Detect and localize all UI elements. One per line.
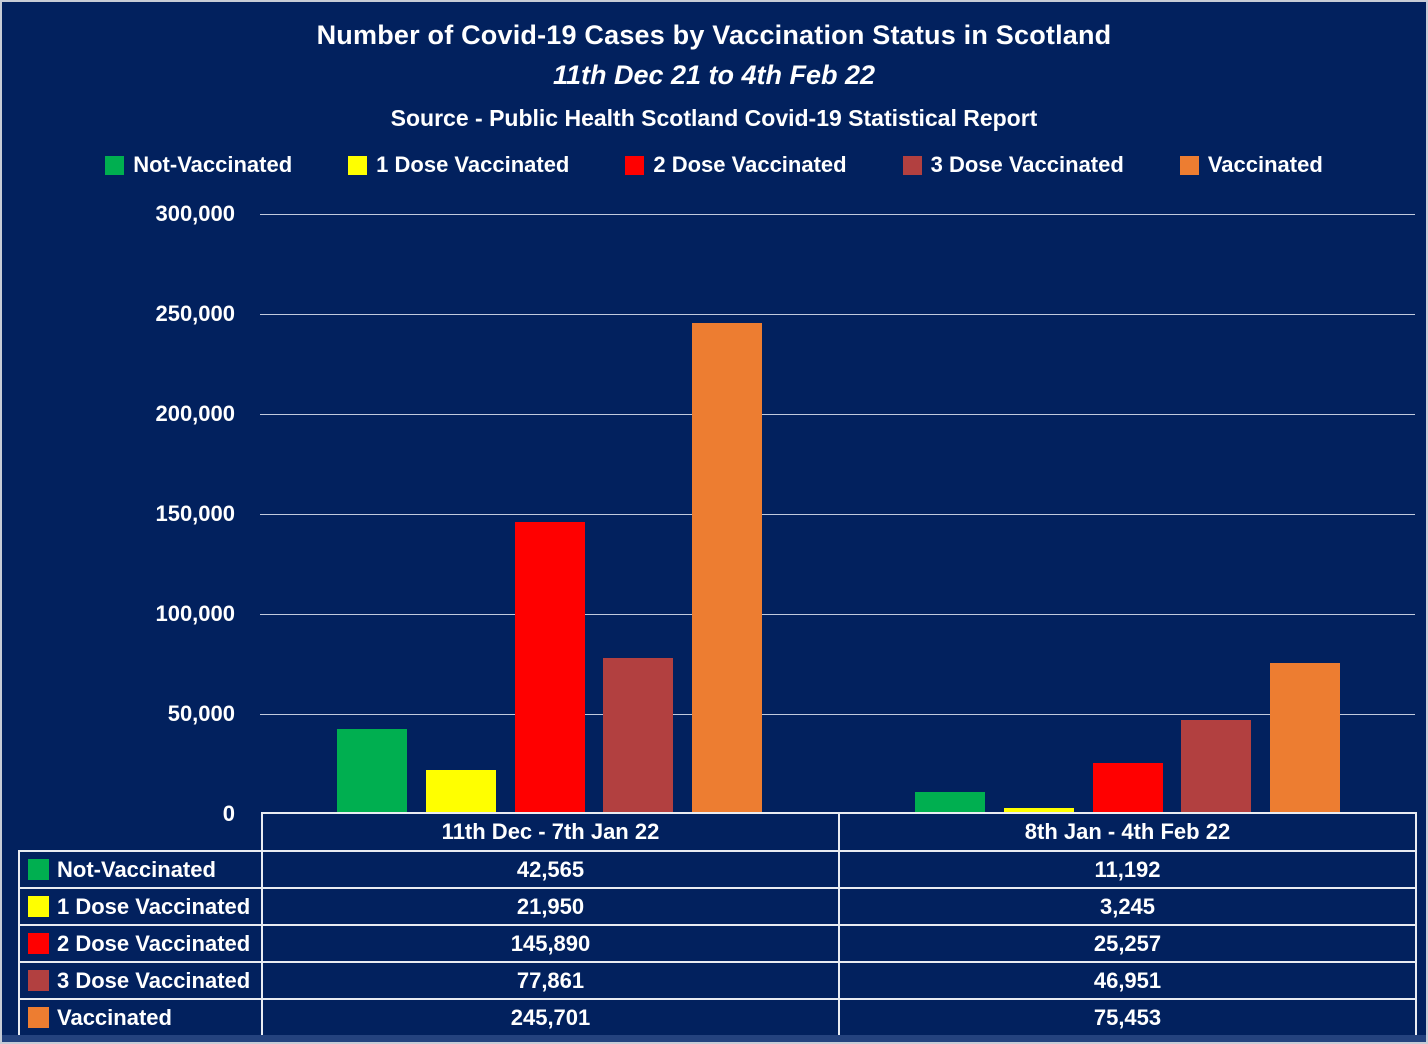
row-label: 2 Dose Vaccinated (20, 931, 261, 957)
table-row-not-vaccinated: Not-Vaccinated 42,565 11,192 (18, 850, 1417, 889)
table-header-period-1: 11th Dec - 7th Jan 22 (261, 812, 840, 852)
bar-2-dose-period-1 (514, 522, 585, 814)
plot-area (260, 214, 1415, 814)
legend-swatch-vaccinated-icon (1179, 155, 1199, 175)
table-cell: 21,950 (261, 887, 840, 926)
bar-1-dose-period-2 (1003, 808, 1074, 814)
row-swatch-vaccinated-icon (28, 1007, 49, 1028)
legend-swatch-not-vaccinated-icon (105, 155, 125, 175)
table-cell: 3,245 (838, 887, 1417, 926)
bar-3-dose-period-2 (1181, 720, 1252, 814)
gridline-50000 (260, 714, 1415, 715)
row-swatch-3-dose-icon (28, 970, 49, 991)
legend-swatch-3-dose-icon (902, 155, 922, 175)
table-cell: 25,257 (838, 924, 1417, 963)
source-caption: Source - Public Health Scotland Covid-19… (390, 105, 1038, 131)
table-row-2-dose: 2 Dose Vaccinated 145,890 25,257 (18, 924, 1417, 963)
legend-label: 1 Dose Vaccinated (376, 152, 570, 177)
table-cell: 245,701 (261, 998, 840, 1037)
gridline-150000 (260, 514, 1415, 515)
legend-item-vaccinated: Vaccinated (1179, 152, 1323, 178)
row-label: Vaccinated (20, 1005, 261, 1031)
table-cell: 46,951 (838, 961, 1417, 1000)
table-header-row: 11th Dec - 7th Jan 22 8th Jan - 4th Feb … (19, 812, 1417, 852)
gridline-250000 (260, 314, 1415, 315)
row-label-text: 2 Dose Vaccinated (57, 930, 251, 956)
row-label: 3 Dose Vaccinated (20, 968, 261, 994)
y-axis-tick-150000: 150,000 (155, 501, 235, 526)
table-cell: 145,890 (261, 924, 840, 963)
chart-subtitle: 11th Dec 21 to 4th Feb 22 (552, 60, 876, 90)
row-label-text: 3 Dose Vaccinated (57, 967, 251, 993)
row-label-text: Not-Vaccinated (57, 856, 216, 882)
table-cell: 75,453 (838, 998, 1417, 1037)
row-label: Not-Vaccinated (20, 857, 261, 883)
table-row-vaccinated: Vaccinated 245,701 75,453 (18, 998, 1417, 1037)
bar-vaccinated-period-2 (1270, 663, 1340, 814)
gridline-100000 (260, 614, 1415, 615)
y-axis-tick-100000: 100,000 (155, 601, 235, 626)
row-swatch-1-dose-icon (28, 896, 49, 917)
legend-swatch-2-dose-icon (625, 155, 645, 175)
row-label-text: Vaccinated (57, 1004, 172, 1030)
table-cell: 77,861 (261, 961, 840, 1000)
page-title: Number of Covid-19 Cases by Vaccination … (316, 20, 1112, 50)
bar-not-vaccinated-period-2 (915, 792, 985, 814)
row-swatch-not-vaccinated-icon (28, 859, 49, 880)
row-swatch-2-dose-icon (28, 933, 49, 954)
legend-item-not-vaccinated: Not-Vaccinated (105, 152, 292, 178)
y-axis: 300,000 250,000 200,000 150,000 100,000 … (2, 201, 235, 826)
bar-group-period-1 (337, 214, 762, 814)
y-axis-tick-50000: 50,000 (167, 701, 235, 726)
bottom-strip (2, 1035, 1426, 1042)
bar-vaccinated-period-1 (692, 323, 762, 814)
y-axis-tick-200000: 200,000 (155, 401, 235, 426)
legend-label: Vaccinated (1207, 152, 1323, 177)
table-corner-cell (19, 813, 262, 851)
data-table: 11th Dec - 7th Jan 22 8th Jan - 4th Feb … (18, 812, 1417, 1037)
legend-label: 3 Dose Vaccinated (930, 152, 1124, 177)
row-label-text: 1 Dose Vaccinated (57, 893, 251, 919)
table-row-1-dose: 1 Dose Vaccinated 21,950 3,245 (18, 887, 1417, 926)
legend-label: 2 Dose Vaccinated (653, 152, 847, 177)
table-cell: 11,192 (838, 850, 1417, 889)
bar-group-period-2 (915, 214, 1340, 814)
legend-item-3-dose: 3 Dose Vaccinated (902, 152, 1124, 178)
y-axis-tick-300000: 300,000 (155, 201, 235, 226)
table-row-3-dose: 3 Dose Vaccinated 77,861 46,951 (18, 961, 1417, 1000)
table-cell: 42,565 (261, 850, 840, 889)
legend-item-2-dose: 2 Dose Vaccinated (625, 152, 847, 178)
gridline-200000 (260, 414, 1415, 415)
legend-swatch-1-dose-icon (348, 155, 368, 175)
legend-label: Not-Vaccinated (133, 152, 293, 177)
bar-1-dose-period-1 (425, 770, 496, 814)
row-label: 1 Dose Vaccinated (20, 894, 261, 920)
legend: Not-Vaccinated 1 Dose Vaccinated 2 Dose … (2, 152, 1426, 178)
y-axis-tick-0: 0 (222, 801, 235, 826)
bar-2-dose-period-2 (1092, 763, 1163, 814)
table-header-period-2: 8th Jan - 4th Feb 22 (838, 812, 1417, 852)
legend-item-1-dose: 1 Dose Vaccinated (348, 152, 569, 178)
bar-not-vaccinated-period-1 (337, 729, 407, 814)
chart-region: 300,000 250,000 200,000 150,000 100,000 … (2, 201, 1426, 826)
bar-3-dose-period-1 (603, 658, 674, 814)
y-axis-tick-250000: 250,000 (155, 301, 235, 326)
gridline-300000 (260, 214, 1415, 215)
